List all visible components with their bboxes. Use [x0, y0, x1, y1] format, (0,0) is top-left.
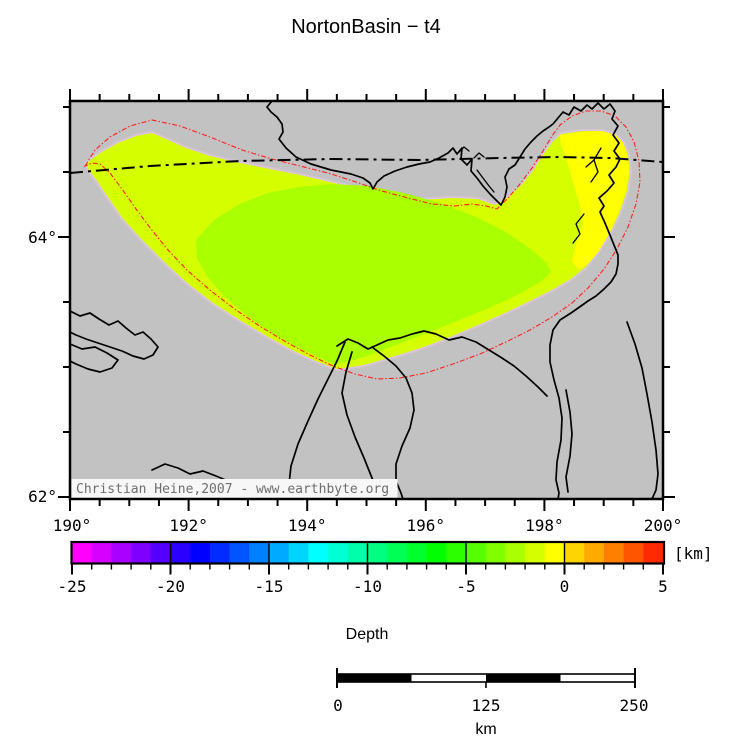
y-tick-label: 62° [28, 487, 57, 506]
scalebar-label: 0 [333, 696, 343, 715]
colorbar-cell [170, 543, 191, 563]
y-axis-labels: 64° 62° [28, 228, 57, 506]
colorbar-tick-label: 5 [658, 577, 668, 596]
colorbar-cell [308, 543, 329, 563]
colorbar-cell [485, 543, 506, 563]
colorbar-title: Depth [346, 626, 389, 643]
colorbar-cell [131, 543, 152, 563]
scalebar-segment-white [411, 674, 486, 682]
y-tick-label: 64° [28, 228, 57, 247]
colorbar-cell [269, 543, 290, 563]
colorbar: -25 -20 -15 -10 -5 0 5 [km] Depth [58, 540, 713, 643]
x-tick-label: 196° [407, 516, 446, 535]
river-channel-4 [565, 389, 573, 493]
colorbar-tick-label: -15 [255, 577, 284, 596]
map-ticks [58, 89, 675, 511]
colorbar-tick-labels: -25 -20 -15 -10 -5 0 5 [58, 577, 668, 596]
basin-depth-shallow [560, 131, 629, 270]
coastline-south-shore [336, 330, 548, 397]
colorbar-cell [347, 543, 368, 563]
x-tick-label: 200° [644, 516, 683, 535]
scalebar-segment-black [486, 674, 561, 682]
scalebar-label: 250 [620, 696, 649, 715]
colorbar-cell [367, 543, 388, 563]
colorbar-cell [584, 543, 605, 563]
x-tick-label: 190° [53, 516, 92, 535]
map-area: Christian Heine,2007 - www.earthbyte.org [70, 101, 663, 499]
colorbar-cell [229, 543, 250, 563]
credit-text: Christian Heine,2007 - www.earthbyte.org [76, 482, 389, 497]
scalebar-segment-white [560, 674, 635, 682]
colorbar-cell [564, 543, 585, 563]
colorbar-cell [91, 543, 112, 563]
colorbar-cell [190, 543, 211, 563]
scalebar-segment-black [337, 674, 412, 682]
x-axis-labels: 190° 192° 194° 196° 198° 200° [53, 516, 683, 535]
x-tick-label: 192° [169, 516, 208, 535]
coastline-west-island-1 [70, 310, 159, 360]
islet-detail-1 [458, 146, 470, 153]
bay-channel-detail [476, 169, 495, 193]
coastline-southeast-corner [626, 321, 659, 499]
colorbar-cell [505, 543, 526, 563]
colorbar-cell [406, 543, 427, 563]
islet-detail-2 [473, 152, 485, 159]
scalebar-label: 125 [472, 696, 501, 715]
colorbar-cell [544, 543, 565, 563]
map-scale-bar: 0 125 250 km [333, 668, 648, 738]
x-tick-label: 194° [288, 516, 327, 535]
basin-depth-inner [196, 184, 551, 365]
dash-dot-boundary-line [70, 155, 663, 174]
colorbar-cell [249, 543, 270, 563]
colorbar-cell [328, 543, 349, 563]
colorbar-unit: [km] [674, 544, 713, 563]
colorbar-cell [72, 543, 93, 563]
colorbar-cell [111, 543, 132, 563]
colorbar-cells [72, 543, 664, 563]
scalebar-unit: km [475, 721, 496, 738]
colorbar-cell [209, 543, 230, 563]
colorbar-cell [426, 543, 447, 563]
colorbar-cell [466, 543, 487, 563]
x-tick-label: 198° [525, 516, 564, 535]
colorbar-tick-label: -10 [353, 577, 382, 596]
colorbar-tick-label: -5 [456, 577, 475, 596]
credit-box [71, 479, 398, 498]
figure-title: NortonBasin − t4 [291, 16, 441, 38]
colorbar-cell [643, 543, 664, 563]
fjord-detail-2 [585, 159, 595, 168]
river-channel-1 [288, 341, 346, 499]
basin-outline-redline [83, 110, 641, 380]
scalebar-labels: 0 125 250 [333, 696, 648, 715]
colorbar-cell [288, 543, 309, 563]
colorbar-cell [446, 543, 467, 563]
colorbar-cell [603, 543, 624, 563]
colorbar-cell [525, 543, 546, 563]
fjord-detail-3 [572, 213, 585, 244]
coastline-west-island-2 [70, 343, 119, 373]
coastline-seward-norton [266, 101, 621, 499]
colorbar-cell [150, 543, 171, 563]
colorbar-ticks [71, 542, 664, 575]
colorbar-cell [387, 543, 408, 563]
fjord-detail-1 [590, 147, 602, 183]
colorbar-tick-label: -20 [156, 577, 185, 596]
colorbar-cell [623, 543, 644, 563]
colorbar-tick-label: 0 [560, 577, 570, 596]
colorbar-tick-label: -25 [58, 577, 87, 596]
